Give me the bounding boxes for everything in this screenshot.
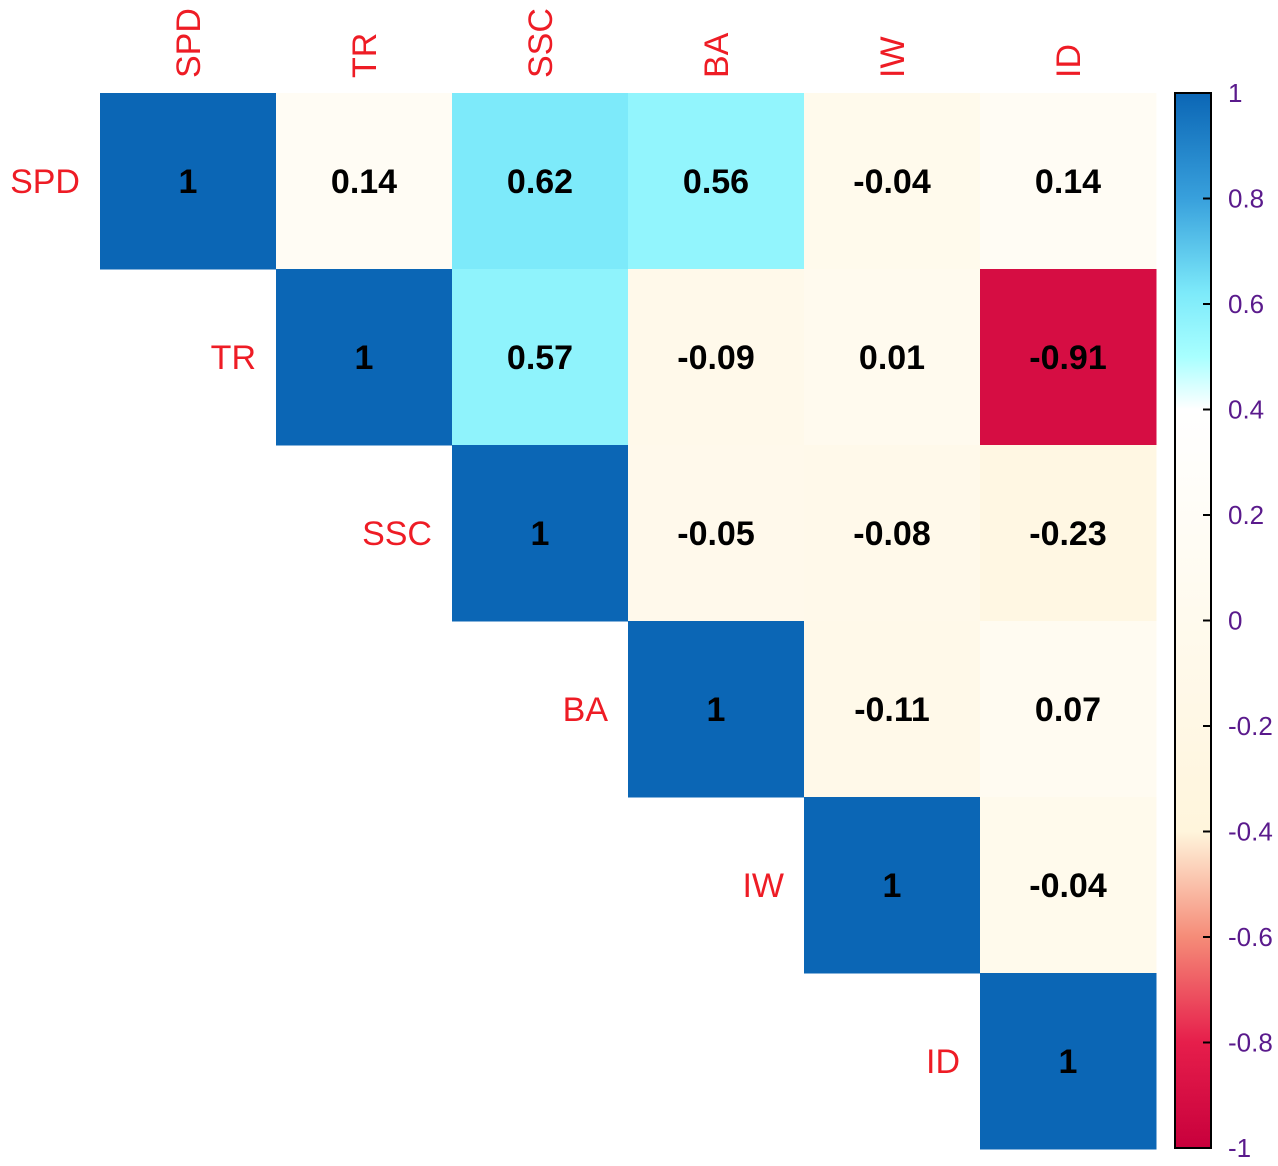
cell-value-spd-ssc: 0.62 bbox=[507, 163, 573, 201]
cell-value-tr-ssc: 0.57 bbox=[507, 339, 573, 377]
cell-value-spd-spd: 1 bbox=[179, 163, 198, 201]
cell-value-ssc-id: -0.23 bbox=[1029, 515, 1107, 553]
column-label-spd: SPD bbox=[170, 8, 208, 78]
cell-spd-id bbox=[980, 93, 1157, 270]
color-legend-tick-label: -0.2 bbox=[1228, 711, 1273, 741]
column-label-tr: TR bbox=[346, 33, 384, 78]
cell-value-ssc-ssc: 1 bbox=[531, 515, 550, 553]
cell-value-ssc-ba: -0.05 bbox=[677, 515, 755, 553]
cell-spd-ssc bbox=[452, 93, 629, 270]
cell-id-id bbox=[980, 973, 1157, 1150]
row-label-tr: TR bbox=[211, 339, 256, 377]
color-legend-tick-label: -0.6 bbox=[1228, 922, 1273, 952]
cell-ssc-ssc bbox=[452, 445, 629, 622]
column-label-iw: IW bbox=[874, 36, 912, 78]
heatmap-cells bbox=[100, 93, 1157, 1150]
cell-tr-tr bbox=[276, 269, 453, 446]
cell-ssc-id bbox=[980, 445, 1157, 622]
cell-spd-ba bbox=[628, 93, 805, 270]
cell-ssc-iw bbox=[804, 445, 981, 622]
cell-value-iw-iw: 1 bbox=[883, 867, 902, 905]
cell-iw-id bbox=[980, 797, 1157, 974]
color-legend: 1 0.8 0.6 0.4 0.2 0 -0.2 -0.4 -0.6 -0.8 -1 bbox=[1174, 78, 1273, 1163]
cell-tr-id bbox=[980, 269, 1157, 446]
row-label-ba: BA bbox=[563, 691, 609, 729]
cell-ba-iw bbox=[804, 621, 981, 798]
color-legend-tick-label: 1 bbox=[1228, 78, 1242, 108]
color-legend-ticks: 1 0.8 0.6 0.4 0.2 0 -0.2 -0.4 -0.6 -0.8 -1 bbox=[1203, 78, 1273, 1163]
column-labels: SPD TR SSC BA IW ID bbox=[170, 8, 1088, 78]
color-legend-tick-label: 0.8 bbox=[1228, 184, 1264, 214]
color-legend-tick-label: -0.4 bbox=[1228, 817, 1273, 847]
cell-ba-id bbox=[980, 621, 1157, 798]
cell-value-ba-ba: 1 bbox=[707, 691, 726, 729]
cell-ssc-ba bbox=[628, 445, 805, 622]
cell-value-tr-tr: 1 bbox=[355, 339, 374, 377]
color-legend-tick-label: -0.8 bbox=[1228, 1028, 1273, 1058]
column-label-ba: BA bbox=[698, 32, 736, 78]
cell-spd-tr bbox=[276, 93, 453, 270]
cell-ba-ba bbox=[628, 621, 805, 798]
color-legend-tick-label: -1 bbox=[1228, 1133, 1251, 1163]
row-label-ssc: SSC bbox=[362, 515, 432, 553]
color-legend-tick-label: 0.4 bbox=[1228, 395, 1264, 425]
column-label-id: ID bbox=[1050, 44, 1088, 78]
cell-value-ba-id: 0.07 bbox=[1035, 691, 1101, 729]
cell-value-id-id: 1 bbox=[1059, 1043, 1078, 1081]
cell-value-spd-tr: 0.14 bbox=[331, 163, 397, 201]
cell-iw-iw bbox=[804, 797, 981, 974]
cell-value-ssc-iw: -0.08 bbox=[853, 515, 931, 553]
cell-value-iw-id: -0.04 bbox=[1029, 867, 1107, 905]
cell-value-tr-iw: 0.01 bbox=[859, 339, 925, 377]
cell-value-spd-ba: 0.56 bbox=[683, 163, 749, 201]
cell-value-ba-iw: -0.11 bbox=[854, 691, 930, 729]
row-label-id: ID bbox=[926, 1043, 960, 1081]
cell-value-spd-id: 0.14 bbox=[1035, 163, 1101, 201]
row-labels: SPD TR SSC BA IW ID bbox=[10, 163, 960, 1081]
color-legend-tick-label: 0 bbox=[1228, 606, 1242, 636]
cell-tr-iw bbox=[804, 269, 981, 446]
column-label-ssc: SSC bbox=[522, 8, 560, 78]
cell-value-spd-iw: -0.04 bbox=[853, 163, 931, 201]
color-legend-tick-label: 0.6 bbox=[1228, 289, 1264, 319]
cell-tr-ssc bbox=[452, 269, 629, 446]
cell-tr-ba bbox=[628, 269, 805, 446]
row-label-iw: IW bbox=[742, 867, 784, 905]
cell-value-tr-ba: -0.09 bbox=[677, 339, 755, 377]
cell-spd-iw bbox=[804, 93, 981, 270]
row-label-spd: SPD bbox=[10, 163, 80, 201]
cell-value-labels: 1 0.14 0.62 0.56 -0.04 0.14 1 0.57 -0.09 0.01 -0.9… bbox=[179, 163, 1107, 1081]
cell-value-tr-id: -0.91 bbox=[1029, 339, 1107, 377]
color-legend-tick-label: 0.2 bbox=[1228, 500, 1264, 530]
cell-spd-spd bbox=[100, 93, 277, 270]
